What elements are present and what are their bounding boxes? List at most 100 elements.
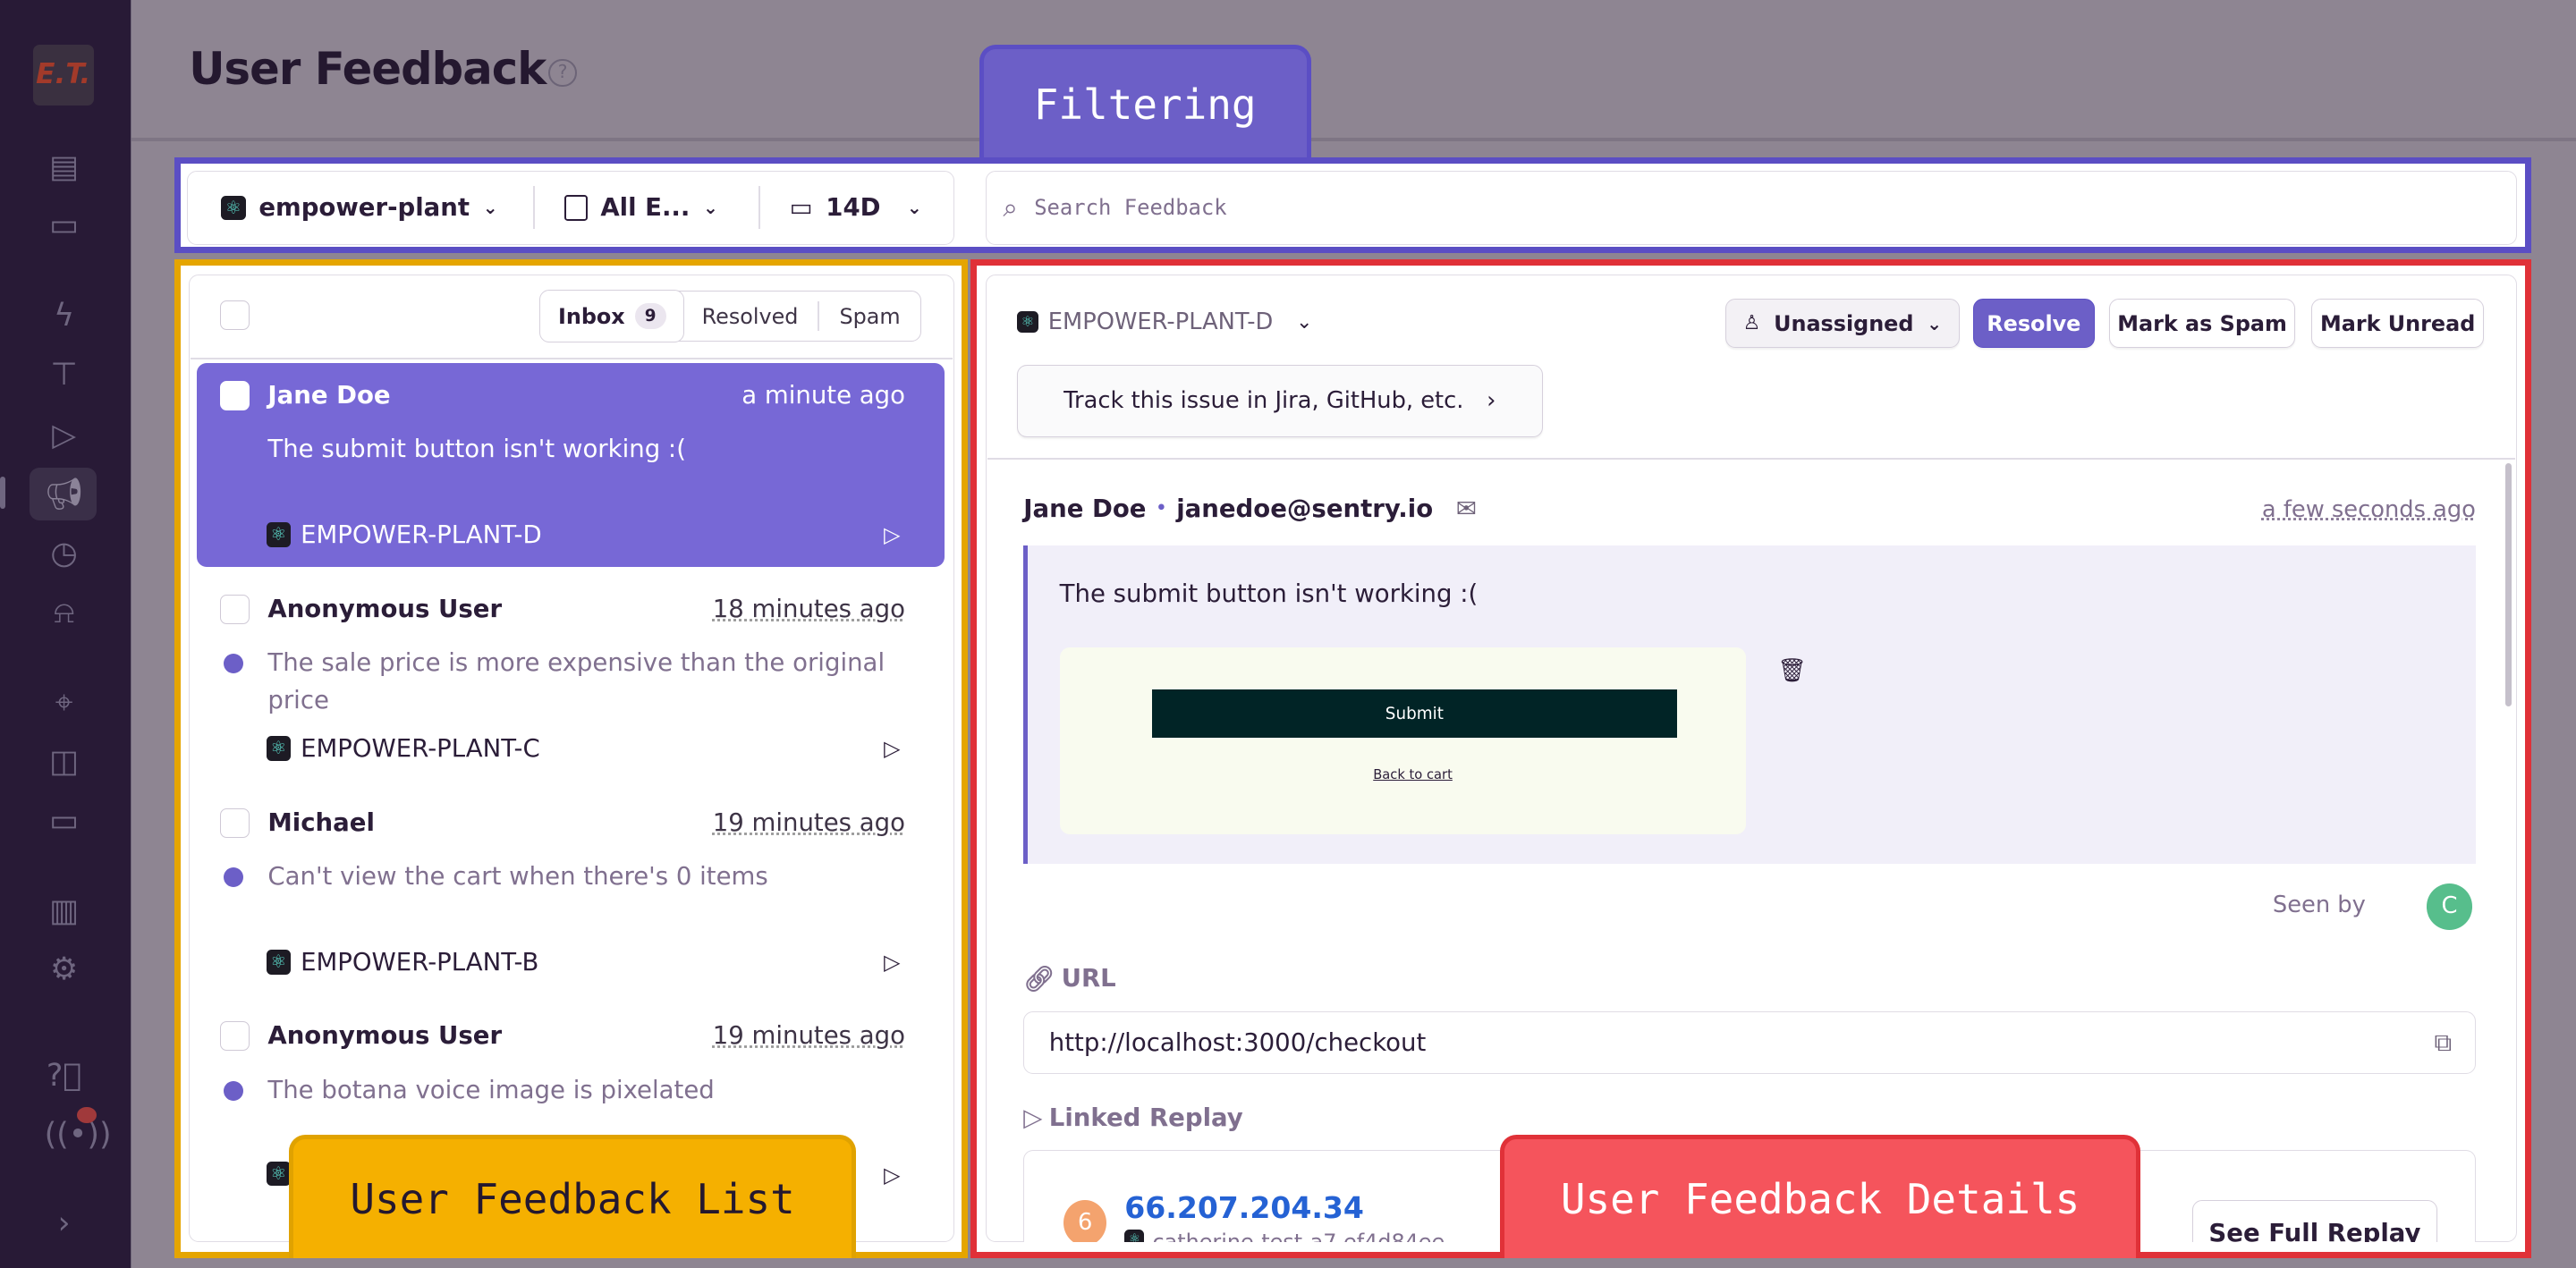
mail-icon[interactable]: ✉ [1455,494,1477,523]
item-name: Jane Doe [267,381,391,410]
unread-dot [223,866,243,887]
chevron-down-icon: ⌄ [906,197,922,219]
inbox-count-badge: 9 [634,303,666,329]
chevron-down-icon: ⌄ [482,197,498,219]
list-item-selected[interactable] [197,362,945,567]
date-selector[interactable]: ▭ 14D ⌄ [760,193,952,222]
item-checkbox[interactable] [220,594,250,624]
screenshot-thumbnail[interactable]: Submit Back to cart [1059,647,1747,835]
scrollbar[interactable] [2504,462,2512,706]
react-icon: ⚛ [221,195,246,221]
unread-dot [223,1080,243,1101]
search-input[interactable]: ⌕ Search Feedback [986,171,2517,245]
stats-icon[interactable]: ▥ [49,893,80,930]
environment-label: All E... [600,193,691,223]
window-icon [564,194,588,222]
item-message: The sale price is more expensive than th… [267,647,886,715]
settings-icon[interactable]: ⚙ [49,951,79,987]
chevron-down-icon: ⌄ [703,197,718,219]
help-icon[interactable]: ?⃝ [46,1057,82,1094]
replay-user-link[interactable]: 66.207.204.34 [1124,1189,1364,1225]
item-checkbox[interactable] [220,381,250,411]
list-divider [191,358,953,360]
discover-icon[interactable]: ⌖ [55,685,73,722]
chevron-down-icon: ⌄ [1296,310,1313,334]
feedback-time: a few seconds ago [2261,495,2476,523]
avatar[interactable]: C [2426,883,2473,930]
url-field[interactable]: http://localhost:3000/checkout ⧉ [1023,1011,2476,1075]
crons-icon[interactable]: ◷ [50,535,78,571]
item-name: Anonymous User [267,594,503,623]
tab-inbox[interactable]: Inbox 9 [539,290,685,342]
item-checkbox[interactable] [220,1021,250,1052]
react-icon: ⚛ [1016,311,1038,334]
react-icon: ⚛ [266,949,292,975]
replays-icon[interactable]: ▷ [52,417,77,453]
select-all-checkbox[interactable] [220,300,250,331]
mark-unread-button[interactable]: Mark Unread [2311,299,2485,349]
item-project: ⚛ [266,1161,292,1187]
assignee-dropdown[interactable]: ♙ Unassigned ⌄ [1724,299,1961,349]
item-project: ⚛ EMPOWER-PLANT-D [266,520,542,550]
resolve-button[interactable]: Resolve [1972,299,2095,349]
period-label: 14D [826,193,881,223]
alerts-icon[interactable]: ⍾ [54,595,75,631]
replay-icon[interactable]: ▷ [884,1162,901,1188]
tab-label: Inbox [557,303,625,329]
track-issue-button[interactable]: Track this issue in Jira, GitHub, etc. › [1016,364,1543,437]
chevron-down-icon: ⌄ [1927,312,1943,334]
dashboards-icon[interactable]: ◫ [49,744,80,781]
broadcast-icon[interactable]: ((•)) [44,1117,112,1154]
replay-icon[interactable]: ▷ [884,735,901,761]
url-value: http://localhost:3000/checkout [1048,1028,1427,1058]
see-full-replay-button[interactable]: See Full Replay [2192,1199,2437,1242]
replay-avatar: 6 [1063,1199,1107,1242]
search-placeholder: Search Feedback [1034,195,1227,221]
org-logo[interactable]: E.T. [32,44,94,106]
user-feedback-icon[interactable]: 📢︎ [44,476,84,512]
help-icon[interactable]: ? [548,59,577,88]
screenshot-link: Back to cart [1373,766,1453,782]
issues-icon[interactable]: ▤ [49,149,80,186]
item-name: Michael [267,807,375,837]
replay-meta: ⚛ catherine-test-a7.ef4d84ee [1124,1229,1445,1242]
profiling-icon[interactable]: ⊤ [50,356,78,393]
author-name: Jane Doe [1023,494,1147,523]
issue-project-selector[interactable]: ⚛ EMPOWER-PLANT-D ⌄ [1016,309,1313,336]
performance-icon[interactable]: ϟ [54,297,75,334]
item-project: ⚛ EMPOWER-PLANT-C [266,734,540,763]
assignee-label: Unassigned [1774,310,1914,336]
sidebar: E.T. ▤ ▭ ϟ ⊤ ▷ 📢︎ ◷ ⍾ ⌖ ◫ ▭ ▥ ⚙ ?⃝ ((•))… [0,0,131,1268]
releases-icon[interactable]: ▭ [49,803,80,840]
replay-icon[interactable]: ▷ [884,522,901,548]
tab-resolved[interactable]: Resolved [701,303,799,329]
projects-icon[interactable]: ▭ [49,207,80,243]
collapse-icon[interactable]: › [57,1205,71,1242]
url-label: URL [1061,964,1116,993]
replay-icon[interactable]: ▷ [884,949,901,975]
author-email: janedoe@sentry.io [1176,494,1434,523]
copy-icon[interactable]: ⧉ [2434,1027,2453,1057]
issue-id: EMPOWER-PLANT-D [1047,309,1274,336]
page-filter-bar: ⚛ empower-plant ⌄ All E... ⌄ ▭ 14D ⌄ [187,171,955,245]
item-project: ⚛ EMPOWER-PLANT-B [266,947,539,976]
environment-selector[interactable]: All E... ⌄ [535,193,758,222]
project-label: EMPOWER-PLANT-D [301,520,542,550]
mark-spam-button[interactable]: Mark as Spam [2109,299,2295,349]
item-checkbox[interactable] [220,807,250,838]
linked-replay-heading: ▷ Linked Replay [1023,1103,1242,1132]
active-item-highlight [30,468,97,521]
project-label: EMPOWER-PLANT-C [301,734,540,763]
item-name: Anonymous User [267,1021,503,1051]
react-icon: ⚛ [266,1161,292,1187]
tab-spam[interactable]: Spam [839,303,901,329]
item-message: Can't view the cart when there's 0 items [267,861,768,891]
trash-icon[interactable]: 🗑︎ [1777,656,1807,684]
feedback-message: The submit button isn't working :( [1059,579,1479,609]
details-divider [987,458,2515,461]
play-icon: ▷ [1023,1103,1043,1133]
react-icon: ⚛ [266,736,292,761]
project-label: EMPOWER-PLANT-B [301,947,539,976]
project-selector[interactable]: ⚛ empower-plant ⌄ [188,193,533,222]
